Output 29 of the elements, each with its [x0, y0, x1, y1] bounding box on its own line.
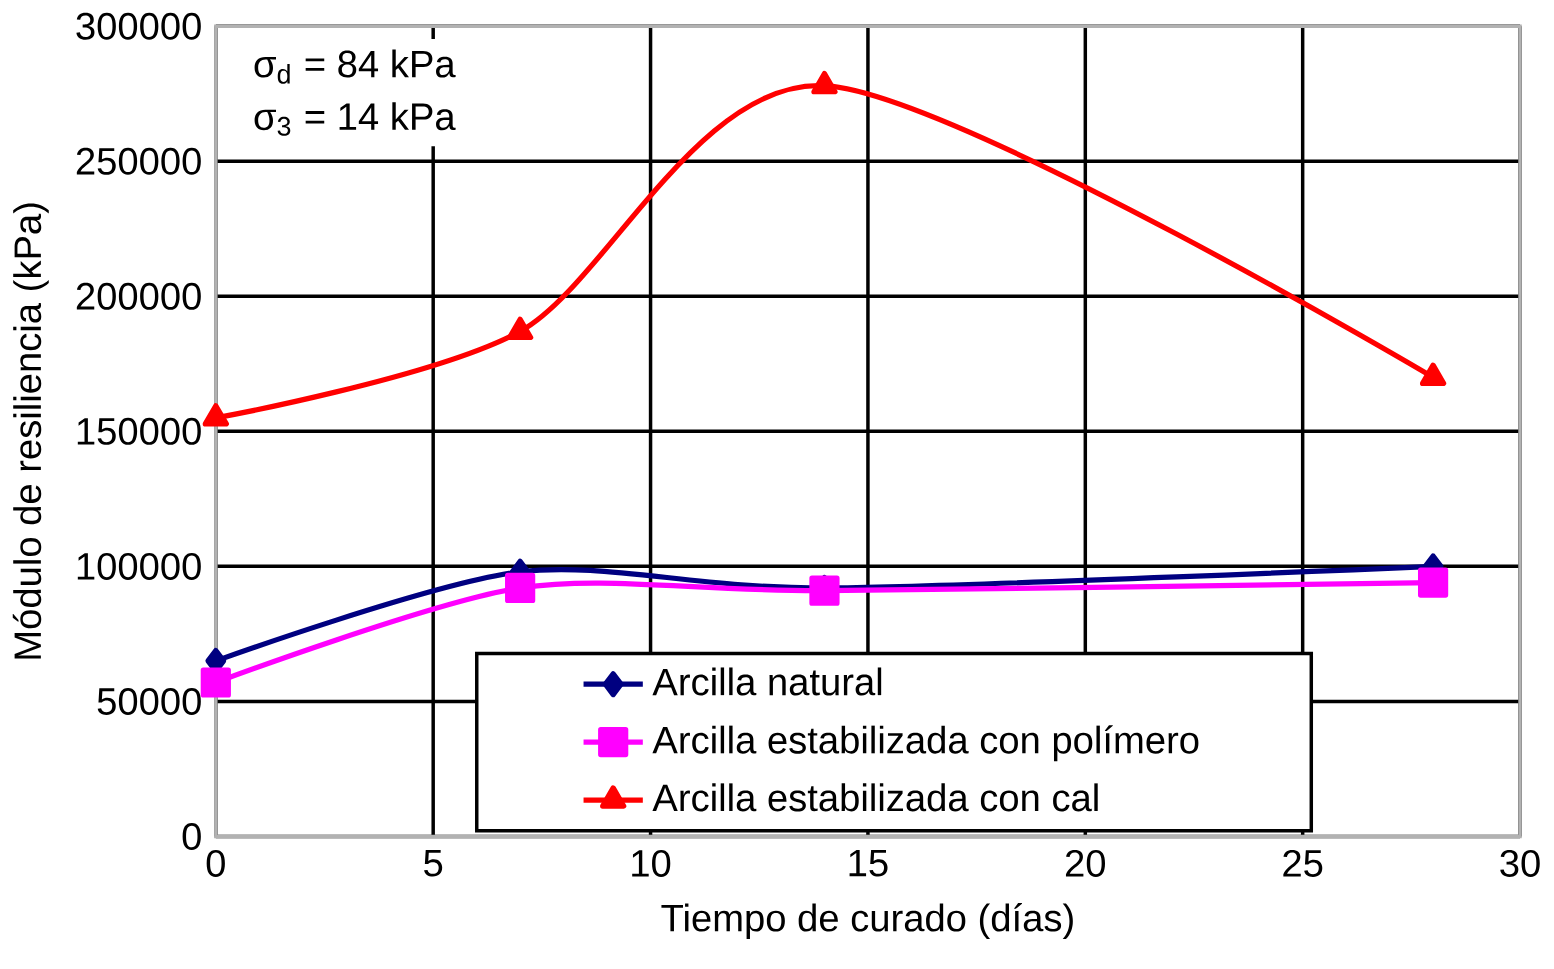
x-axis-title: Tiempo de curado (días): [661, 903, 1073, 940]
point: [507, 316, 534, 341]
annotation: σ$_{d}$ = 84 kPa: [254, 49, 456, 84]
point: [1419, 362, 1447, 387]
x-tick-label: 5: [424, 849, 443, 877]
y-tick-label: 50000: [97, 687, 201, 716]
y-tick-label: 300000: [76, 12, 201, 40]
legend-label: Arcilla estabilizada con polímero: [652, 725, 1199, 762]
x-tick-label: 0: [206, 849, 225, 877]
annotation: σ$_{3}$ = 14 kPa: [254, 102, 456, 136]
point: [809, 575, 840, 606]
y-tick-label: 100000: [77, 552, 201, 580]
y-tick-label: 200000: [76, 282, 201, 310]
x-tick-label: 10: [632, 849, 671, 877]
y-tick-label: 250000: [76, 147, 201, 175]
point: [505, 572, 536, 604]
legend-label: Arcilla estabilizada con cal: [652, 783, 1098, 812]
point: [200, 667, 231, 698]
x-tick-label: 15: [849, 849, 888, 877]
point: [811, 70, 838, 95]
x-tick-label: 20: [1065, 849, 1106, 877]
point: [202, 403, 229, 427]
y-tick-label: 150000: [77, 417, 201, 445]
y-tick-label: 0: [182, 823, 201, 851]
point: [1417, 567, 1449, 598]
legend-label: Arcilla natural: [652, 667, 882, 696]
x-tick-label: 25: [1283, 849, 1323, 877]
x-tick-label: 30: [1500, 849, 1540, 877]
y-axis-title: Módulo de resiliencia (kPa): [12, 203, 49, 659]
